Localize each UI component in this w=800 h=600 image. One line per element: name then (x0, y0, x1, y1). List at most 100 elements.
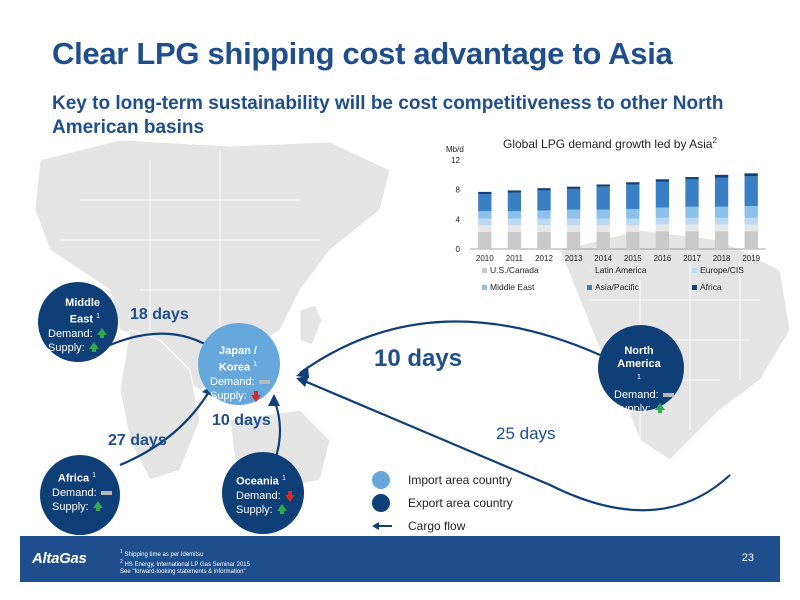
slide-title: Clear LPG shipping cost advantage to Asi… (52, 36, 673, 71)
import-dot-icon (372, 470, 390, 489)
bar-2018-africa (714, 174, 729, 178)
route-africa (119, 389, 211, 467)
bar-2013-u-s-canada (566, 231, 581, 249)
bar-2016-europe-cis (655, 217, 670, 225)
arrow-up-icon (654, 403, 665, 414)
arrow-up-icon (96, 328, 107, 339)
legend-swatch (587, 268, 592, 273)
bar-2013-middle-east (566, 209, 581, 219)
bar-2015-latin-america (626, 225, 640, 232)
bar-2011-africa (507, 190, 522, 193)
bar-2011-europe-cis (507, 218, 522, 226)
legend-swatch (692, 268, 697, 273)
cargo-arrow-icon (372, 521, 392, 530)
bar-2015-u-s-canada (626, 231, 640, 249)
route-gulf (301, 378, 731, 512)
x-tick-label: 2013 (565, 254, 583, 263)
bar-2010-europe-cis (478, 218, 492, 226)
bar-2015-africa (626, 182, 640, 185)
legend-swatch (482, 268, 487, 273)
legend-import: Import area country (408, 472, 513, 487)
bar-2018-latin-america (714, 224, 729, 232)
y-tick-label: 0 (456, 245, 461, 254)
bar-2013-africa (566, 186, 581, 189)
days-middle-east: 18 days (130, 306, 189, 323)
bar-2014-europe-cis (596, 218, 610, 226)
bar-2019-africa (744, 173, 758, 177)
x-tick-label: 2010 (476, 254, 494, 263)
demand-label: Demand: (210, 375, 255, 388)
bar-2012-africa (537, 188, 551, 191)
supply-label: Supply: (210, 389, 247, 402)
bar-2010-asia-pacific (478, 194, 492, 212)
bar-2016-asia-pacific (655, 181, 670, 208)
legend-label: Latin America (595, 265, 647, 275)
bar-2011-latin-america (507, 225, 522, 232)
bar-2012-middle-east (537, 210, 551, 219)
bar-2018-middle-east (714, 206, 729, 218)
bar-2016-middle-east (655, 207, 670, 218)
arrow-down-icon (284, 491, 295, 503)
supply-label: Supply: (48, 341, 85, 354)
arrow-up-icon (88, 342, 99, 353)
bar-2012-u-s-canada (537, 231, 551, 249)
x-tick-label: 2014 (594, 254, 612, 263)
bar-2012-asia-pacific (537, 190, 551, 211)
bar-2010-middle-east (478, 211, 492, 219)
legend-label: Middle East (490, 282, 535, 292)
chart-title: Global LPG demand growth led by Asia2 (503, 136, 717, 151)
bar-2014-latin-america (596, 225, 610, 232)
bar-2010-latin-america (478, 225, 492, 232)
node-africa-name: Africa (57, 472, 90, 485)
flat-dash-icon (662, 392, 674, 397)
bar-2012-europe-cis (537, 218, 551, 226)
arrow-up-icon (92, 501, 103, 512)
legend-label: U.S./Canada (490, 265, 539, 275)
demand-label: Demand: (236, 489, 281, 502)
bar-2010-u-s-canada (478, 231, 492, 249)
bar-2019-europe-cis (744, 217, 758, 225)
legend-label: Asia/Pacific (595, 282, 640, 292)
legend-cargo: Cargo flow (408, 518, 466, 533)
bar-2016-latin-america (655, 224, 670, 232)
supply-label: Supply: (236, 503, 273, 516)
x-tick-label: 2017 (683, 254, 701, 263)
supply-label: Supply: (614, 402, 651, 415)
route-north-america (299, 320, 601, 374)
bar-2014-africa (596, 184, 610, 187)
node-japan-korea-name: Japan / Korea (218, 345, 257, 374)
bar-2011-asia-pacific (507, 192, 522, 212)
bar-2018-u-s-canada (714, 231, 729, 249)
node-north-america-name: North America (617, 345, 661, 370)
bar-2013-asia-pacific (566, 188, 581, 210)
bar-2014-u-s-canada (596, 231, 610, 249)
days-north-america: 10 days (374, 345, 463, 372)
bar-2019-u-s-canada (744, 231, 758, 249)
bar-2010-africa (478, 191, 492, 195)
node-africa: Africa 1 Demand: Supply: (40, 455, 120, 535)
node-japan-korea: Japan / Korea 1 Demand: Supply: (198, 323, 280, 405)
altagas-logo: AltaGas (32, 550, 87, 567)
y-tick-label: 12 (451, 156, 460, 165)
bar-2015-middle-east (626, 208, 640, 219)
bar-2019-asia-pacific (744, 176, 758, 206)
legend-swatch (692, 285, 697, 290)
node-middle-east-name: Middle East (65, 297, 100, 326)
demand-label: Demand: (48, 327, 93, 340)
bar-2017-middle-east (685, 206, 699, 218)
bar-2016-africa (655, 179, 670, 182)
node-oceania-name: Oceania (236, 475, 279, 488)
footnotes: 1 Shipping time as per Idemitsu 2 HS Ene… (120, 549, 250, 575)
bar-2018-asia-pacific (714, 177, 729, 207)
x-tick-label: 2019 (742, 254, 760, 263)
legend-swatch (482, 285, 487, 290)
arrowhead-north-america (296, 366, 309, 378)
bar-2011-middle-east (507, 211, 522, 219)
demand-label: Demand: (614, 388, 659, 401)
bar-2017-u-s-canada (685, 231, 699, 249)
bar-2015-asia-pacific (626, 184, 640, 209)
bar-2014-asia-pacific (596, 186, 610, 210)
bar-2011-u-s-canada (507, 231, 522, 249)
x-tick-label: 2012 (535, 254, 553, 263)
bar-2017-europe-cis (685, 217, 699, 225)
